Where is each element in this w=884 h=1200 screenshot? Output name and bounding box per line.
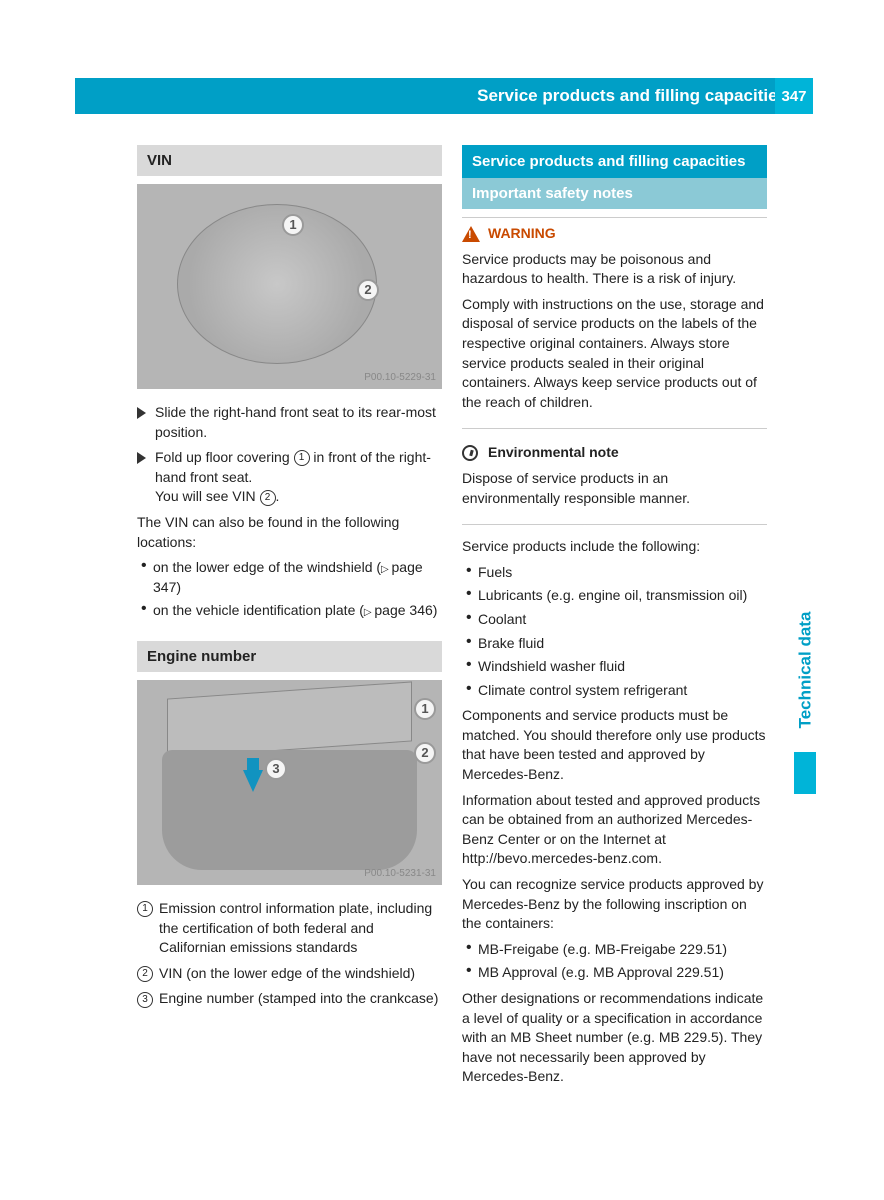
mb-list: MB-Freigabe (e.g. MB-Freigabe 229.51) MB… bbox=[462, 940, 767, 983]
info-paragraph: Information about tested and approved pr… bbox=[462, 791, 767, 869]
inline-circle-2: 2 bbox=[137, 966, 153, 982]
side-tab: Technical data bbox=[794, 590, 816, 750]
side-tab-marker bbox=[794, 752, 816, 794]
engine-callout-2: 2 bbox=[414, 742, 436, 764]
engine-heading: Engine number bbox=[137, 641, 442, 672]
inline-circle-1: 1 bbox=[137, 901, 153, 917]
engine-figure-hood bbox=[167, 681, 412, 758]
list-item: Brake fluid bbox=[462, 634, 767, 654]
list-item: Coolant bbox=[462, 610, 767, 630]
vin-fig-label: P00.10-5229-31 bbox=[364, 371, 436, 385]
engine-figure: 1 2 3 P00.10-5231-31 bbox=[137, 680, 442, 885]
list-item: Lubricants (e.g. engine oil, transmissio… bbox=[462, 586, 767, 606]
engine-figure-body bbox=[162, 750, 417, 870]
left-column: VIN 1 2 P00.10-5229-31 Slide the right-h… bbox=[137, 145, 442, 1015]
inline-circle-3: 3 bbox=[137, 992, 153, 1008]
products-list: Fuels Lubricants (e.g. engine oil, trans… bbox=[462, 563, 767, 701]
vin-callout-2: 2 bbox=[357, 279, 379, 301]
page-header-title: Service products and filling capacities bbox=[477, 86, 787, 106]
other-paragraph: Other designations or recommendations in… bbox=[462, 989, 767, 1087]
match-paragraph: Components and service products must be … bbox=[462, 706, 767, 784]
warning-p1: Service products may be poisonous and ha… bbox=[462, 250, 767, 289]
list-item: MB Approval (e.g. MB Approval 229.51) bbox=[462, 963, 767, 983]
warning-p2: Comply with instructions on the use, sto… bbox=[462, 295, 767, 413]
safety-sub-heading: Important safety notes bbox=[462, 178, 767, 209]
warning-triangle-icon bbox=[462, 226, 480, 242]
list-item: Climate control system refrigerant bbox=[462, 681, 767, 701]
service-main-heading: Service products and filling capacities bbox=[462, 145, 767, 178]
engine-item-2: 2 VIN (on the lower edge of the windshie… bbox=[137, 964, 442, 984]
vin-intro: The VIN can also be found in the followi… bbox=[137, 513, 442, 552]
leaf-bulb-icon bbox=[462, 445, 478, 461]
page-number: 347 bbox=[781, 88, 806, 105]
environmental-header: Environmental note bbox=[462, 443, 767, 463]
engine-callout-1: 1 bbox=[414, 698, 436, 720]
engine-callout-3: 3 bbox=[265, 758, 287, 780]
environmental-label: Environmental note bbox=[488, 443, 619, 463]
vin-locations-list: on the lower edge of the windshield (pag… bbox=[137, 558, 442, 621]
list-item: on the lower edge of the windshield (pag… bbox=[137, 558, 442, 597]
list-item: Windshield washer fluid bbox=[462, 657, 767, 677]
vin-step-1-text: Slide the right-hand front seat to its r… bbox=[155, 403, 442, 442]
list-item: on the vehicle identification plate (pag… bbox=[137, 601, 442, 621]
side-tab-label: Technical data bbox=[795, 612, 815, 729]
warning-header: WARNING bbox=[462, 224, 767, 244]
vin-step-2: Fold up floor covering 1 in front of the… bbox=[137, 448, 442, 507]
environmental-body: Dispose of service products in an enviro… bbox=[462, 469, 767, 508]
engine-item-3: 3 Engine number (stamped into the crankc… bbox=[137, 989, 442, 1009]
page-header-bar: Service products and filling capacities bbox=[75, 78, 799, 114]
right-column: Service products and filling capacities … bbox=[462, 145, 767, 1093]
page-number-box: 347 bbox=[775, 78, 813, 114]
step-bullet-icon bbox=[137, 407, 151, 419]
recognition-paragraph: You can recognize service products appro… bbox=[462, 875, 767, 934]
inline-circle-1: 1 bbox=[294, 450, 310, 466]
vin-heading: VIN bbox=[137, 145, 442, 176]
step-bullet-icon bbox=[137, 452, 151, 464]
engine-fig-label: P00.10-5231-31 bbox=[364, 867, 436, 881]
inline-circle-2: 2 bbox=[260, 490, 276, 506]
vin-figure: 1 2 P00.10-5229-31 bbox=[137, 184, 442, 389]
environmental-note-box: Environmental note Dispose of service pr… bbox=[462, 439, 767, 525]
vin-step-2-text: Fold up floor covering 1 in front of the… bbox=[155, 448, 442, 507]
vin-figure-seat bbox=[177, 204, 377, 364]
list-item: Fuels bbox=[462, 563, 767, 583]
vin-callout-1: 1 bbox=[282, 214, 304, 236]
products-intro: Service products include the following: bbox=[462, 537, 767, 557]
warning-box: WARNING Service products may be poisonou… bbox=[462, 217, 767, 429]
list-item: MB-Freigabe (e.g. MB-Freigabe 229.51) bbox=[462, 940, 767, 960]
engine-arrow-icon bbox=[243, 770, 263, 792]
warning-label: WARNING bbox=[488, 224, 556, 244]
engine-item-1: 1 Emission control information plate, in… bbox=[137, 899, 442, 958]
vin-step-1: Slide the right-hand front seat to its r… bbox=[137, 403, 442, 442]
